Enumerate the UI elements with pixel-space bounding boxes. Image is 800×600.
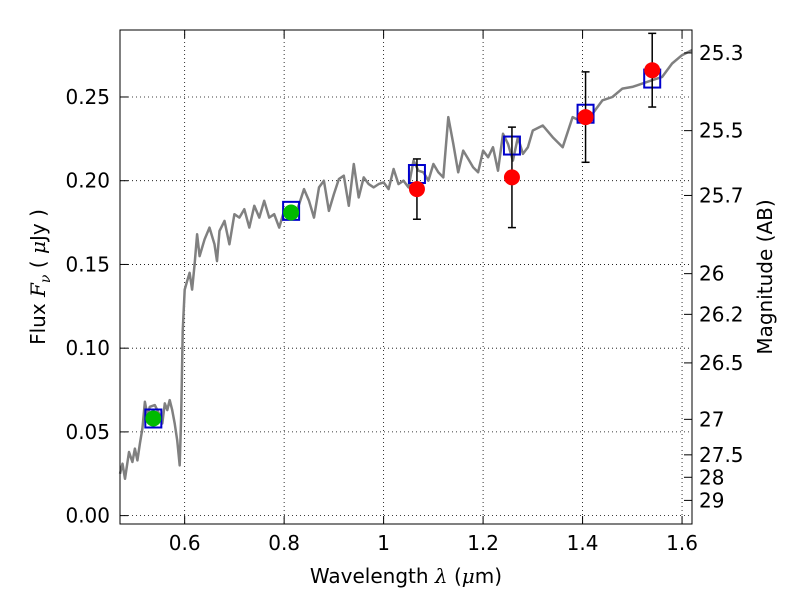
grid-lines: [120, 30, 692, 524]
x-tick-label: 1: [377, 531, 390, 555]
mag-tick-label: 28: [699, 465, 724, 489]
y-tick-label: 0.15: [65, 252, 110, 276]
observed-flux-point: [644, 62, 661, 79]
y-tick-label: 0.25: [65, 85, 110, 109]
x-axis-title: Wavelength λ (μm): [310, 564, 502, 588]
y-tick-label: 0.20: [65, 169, 110, 193]
mag-tick-label: 26: [699, 262, 724, 286]
mag-tick-label: 25.7: [699, 183, 744, 207]
observed-flux-point: [408, 181, 425, 198]
y-tick-label: 0.10: [65, 336, 110, 360]
mag-tick-label: 29: [699, 488, 724, 512]
x-tick-label: 0.6: [169, 531, 201, 555]
y-tick-label: 0.05: [65, 420, 110, 444]
x-tick-label: 1.6: [666, 531, 698, 555]
sed-model-line: [118, 48, 693, 481]
mag-tick-label: 26.5: [699, 351, 744, 375]
mag-tick-label: 25.3: [699, 41, 744, 65]
mag-tick-label: 26.2: [699, 302, 744, 326]
y-axis-title: Flux Fν ( μJy ): [26, 209, 54, 345]
plot-area: [118, 32, 693, 481]
observed-flux-point: [577, 109, 594, 126]
observed-flux-point: [283, 204, 300, 221]
axis-ticks: 0.6 0.8 1 1.2 1.4 1.6 0.00 0.05 0.10 0.15 0.20 0.25…: [65, 30, 744, 555]
observed-flux-point: [503, 169, 520, 186]
y-tick-label: 0.00: [65, 504, 110, 528]
y2-axis-title: Magnitude (AB): [753, 199, 777, 354]
mag-tick-label: 25.5: [699, 119, 744, 143]
x-tick-label: 1.4: [567, 531, 599, 555]
mag-tick-label: 27: [699, 407, 724, 431]
x-tick-label: 0.8: [268, 531, 300, 555]
plot-frame: [119, 29, 693, 525]
x-tick-label: 1.2: [467, 531, 499, 555]
observed-flux-point: [145, 410, 162, 427]
mag-tick-label: 27.5: [699, 443, 744, 467]
